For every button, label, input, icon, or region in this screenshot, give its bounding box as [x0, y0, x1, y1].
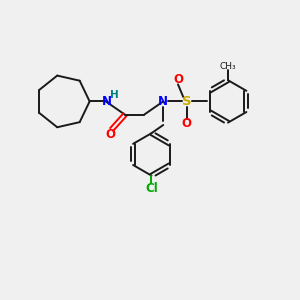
Text: Cl: Cl: [145, 182, 158, 195]
Text: O: O: [173, 73, 183, 86]
Text: CH₃: CH₃: [220, 62, 236, 71]
Text: N: N: [101, 95, 111, 108]
Text: S: S: [182, 95, 192, 108]
Text: N: N: [158, 95, 168, 108]
Text: O: O: [105, 128, 115, 141]
Text: O: O: [182, 117, 192, 130]
Text: H: H: [110, 90, 118, 100]
